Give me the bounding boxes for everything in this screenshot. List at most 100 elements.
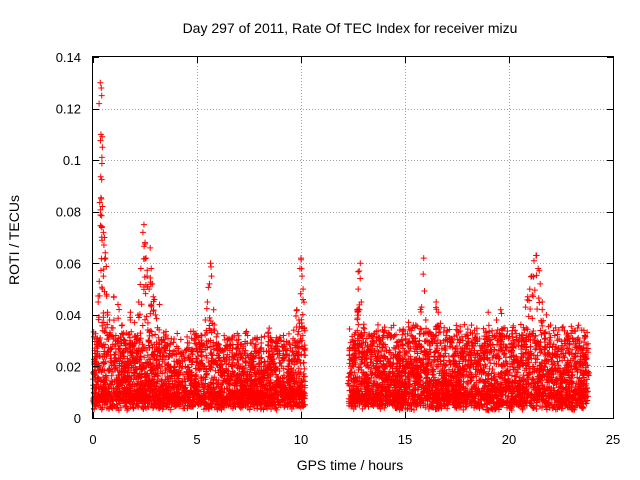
- data-point: [208, 343, 215, 350]
- data-point: [568, 323, 575, 330]
- data-point: [243, 329, 250, 336]
- data-point: [153, 356, 160, 363]
- data-point: [265, 329, 272, 336]
- data-point: [277, 334, 284, 341]
- data-point: [301, 395, 308, 402]
- data-point: [295, 399, 302, 406]
- data-point: [160, 404, 167, 411]
- data-point: [257, 355, 264, 362]
- data-point: [140, 344, 147, 351]
- chart-title: Day 297 of 2011, Rate Of TEC Index for r…: [183, 20, 518, 36]
- data-point: [267, 336, 274, 343]
- data-point: [298, 400, 305, 407]
- data-point: [122, 345, 129, 352]
- data-point: [203, 371, 210, 378]
- data-point: [108, 346, 115, 353]
- data-point: [200, 374, 207, 381]
- data-point: [214, 330, 221, 337]
- data-point: [234, 356, 241, 363]
- data-point: [285, 366, 292, 373]
- data-point: [248, 350, 255, 357]
- data-point: [277, 337, 284, 344]
- data-point: [210, 346, 217, 353]
- data-point: [542, 329, 549, 336]
- data-point: [422, 338, 429, 345]
- data-point: [98, 406, 105, 413]
- data-point: [295, 365, 302, 372]
- data-point: [213, 340, 220, 347]
- data-point: [286, 341, 293, 348]
- data-point: [283, 392, 290, 399]
- data-point: [216, 366, 223, 373]
- data-point: [190, 392, 197, 399]
- data-point: [161, 349, 168, 356]
- data-point: [300, 359, 307, 366]
- data-point: [166, 347, 173, 354]
- data-point: [114, 404, 121, 411]
- data-point: [159, 370, 166, 377]
- data-point: [279, 391, 286, 398]
- data-point: [301, 373, 308, 380]
- data-point: [162, 333, 169, 340]
- data-point: [173, 378, 180, 385]
- data-point: [274, 342, 281, 349]
- data-point: [280, 341, 287, 348]
- data-point: [184, 333, 191, 340]
- data-point: [278, 362, 285, 369]
- data-point: [228, 363, 235, 370]
- data-point: [90, 333, 97, 340]
- data-point: [112, 348, 119, 355]
- data-point: [214, 341, 221, 348]
- data-point: [356, 364, 363, 371]
- data-point: [105, 336, 112, 343]
- data-points: [90, 79, 593, 414]
- data-point: [108, 377, 115, 384]
- data-point: [267, 343, 274, 350]
- data-point: [253, 395, 260, 402]
- data-point: [137, 353, 144, 360]
- data-point: [242, 385, 249, 392]
- data-point: [186, 397, 193, 404]
- data-point: [261, 333, 268, 340]
- data-point: [294, 331, 301, 338]
- data-point: [184, 405, 191, 412]
- data-point: [193, 330, 200, 337]
- data-point: [297, 338, 304, 345]
- data-point: [300, 394, 307, 401]
- data-point: [301, 401, 308, 408]
- data-point: [183, 346, 190, 353]
- data-point: [95, 362, 102, 369]
- data-point: [206, 365, 213, 372]
- data-point: [152, 348, 159, 355]
- data-point: [187, 328, 194, 335]
- data-point: [244, 340, 251, 347]
- data-point: [191, 337, 198, 344]
- data-point: [99, 354, 106, 361]
- data-point: [282, 346, 289, 353]
- data-point: [124, 407, 131, 414]
- data-point: [301, 382, 308, 389]
- data-point: [171, 335, 178, 342]
- data-point: [170, 385, 177, 392]
- data-point: [144, 352, 151, 359]
- data-point: [293, 396, 300, 403]
- data-point: [296, 357, 303, 364]
- data-point: [214, 406, 221, 413]
- data-point: [184, 339, 191, 346]
- data-point: [164, 373, 171, 380]
- data-point: [184, 364, 191, 371]
- data-point: [251, 405, 258, 412]
- data-point: [285, 330, 292, 337]
- data-point: [252, 370, 259, 377]
- data-point: [231, 370, 238, 377]
- data-point: [491, 369, 498, 376]
- data-point: [114, 367, 121, 374]
- data-point: [258, 339, 265, 346]
- data-point: [517, 321, 524, 328]
- data-point: [193, 355, 200, 362]
- data-point: [277, 360, 284, 367]
- data-point: [294, 402, 301, 409]
- data-point: [162, 376, 169, 383]
- data-point: [92, 330, 99, 337]
